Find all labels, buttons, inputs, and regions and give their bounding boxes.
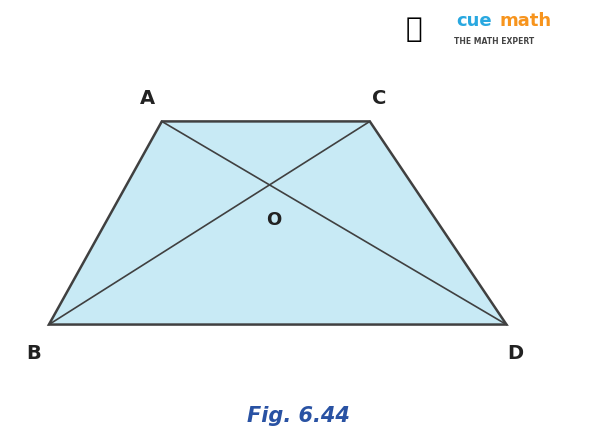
Text: cue: cue (456, 12, 491, 30)
Text: Fig. 6.44: Fig. 6.44 (247, 405, 350, 425)
Text: A: A (140, 89, 155, 108)
Text: D: D (507, 343, 524, 362)
Text: C: C (371, 89, 386, 108)
Text: B: B (27, 343, 41, 362)
Polygon shape (49, 122, 506, 325)
Text: O: O (266, 210, 281, 228)
Text: math: math (499, 12, 552, 30)
Text: THE MATH EXPERT: THE MATH EXPERT (454, 36, 534, 46)
Text: 🚀: 🚀 (406, 16, 423, 43)
